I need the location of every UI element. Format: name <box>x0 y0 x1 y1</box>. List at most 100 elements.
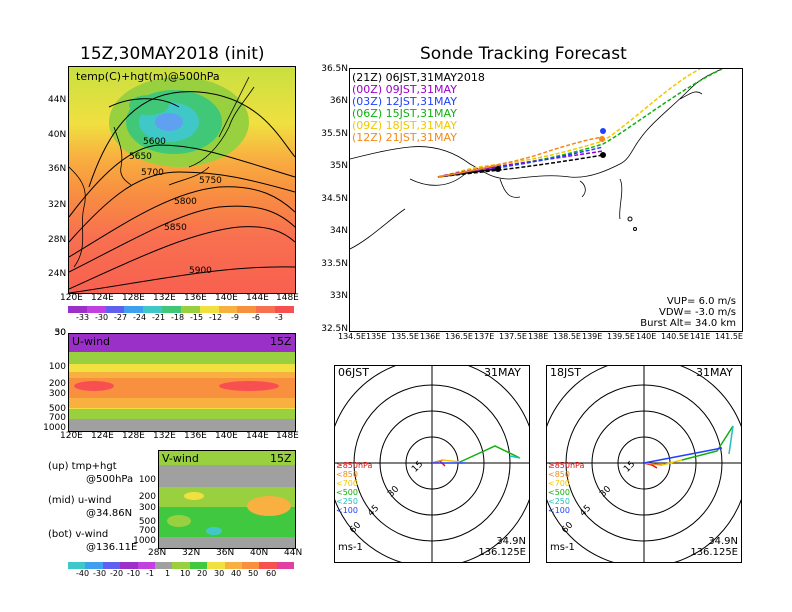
map-label: temp(C)+hgt(m)@500hPa <box>76 70 220 83</box>
lon-tick: 128E <box>122 293 145 303</box>
u-wind-label: U-wind <box>72 335 111 348</box>
lon-tick: 136E <box>184 431 207 441</box>
p-tick: 500 <box>138 517 156 527</box>
lat-tick: 44N <box>284 548 303 558</box>
legend-line: @136.11E <box>86 542 138 553</box>
scale-tick: -24 <box>133 313 147 322</box>
tracking-lon-axis: 134.5E 135E 135.5E 136E 136.5E 137E 137.… <box>338 332 750 344</box>
lat-tick: 36N <box>48 164 67 174</box>
lon-tick: 140E <box>215 431 238 441</box>
lon-tick: 136.5E <box>445 332 473 341</box>
scale-tick: 30 <box>214 569 225 578</box>
lon-tick: 148E <box>276 431 299 441</box>
p-tick: 200 <box>48 379 66 389</box>
temp-height-map-graphic: 5600 5650 5700 5750 5800 5850 5900 <box>69 67 295 293</box>
hodo-lon: 136.125E <box>478 547 526 558</box>
scale-tick: -10 <box>127 569 141 578</box>
lat-tick: 36.5N <box>321 64 348 74</box>
lon-tick: 128E <box>122 431 145 441</box>
lon-tick: 138E <box>528 332 549 341</box>
hodo-lat: 34.9N <box>708 536 738 547</box>
lat-tick: 33N <box>329 291 348 301</box>
temp-colorbar <box>68 306 294 313</box>
lon-tick: 137E <box>474 332 495 341</box>
p-tick: 100 <box>48 362 66 372</box>
launch-item: (06Z) 15JST,31MAY <box>352 107 457 120</box>
u-lon-axis: 120E 124E 128E 132E 136E 140E 144E 148E <box>60 431 300 443</box>
lat-tick: 33.5N <box>321 259 348 269</box>
hodo-date: 31MAY <box>696 366 733 379</box>
legend-line: (bot) v-wind <box>48 529 109 540</box>
hodo-levels: ≥850hPa <850 <700 <500 <250 <100 <box>336 461 372 515</box>
contour-label: 5750 <box>199 176 222 186</box>
lon-tick: 134.5E <box>338 332 366 341</box>
lon-tick: 139E <box>582 332 603 341</box>
hodo-time: 06JST <box>338 366 369 379</box>
lon-tick: 136E <box>420 332 441 341</box>
p-tick: 700 <box>48 413 66 423</box>
p-tick: 300 <box>48 389 66 399</box>
tracking-map-graphic <box>350 69 723 250</box>
lon-tick: 139.5E <box>607 332 635 341</box>
p-tick: 50 <box>54 328 66 338</box>
scale-tick: -3 <box>275 313 283 322</box>
temp-height-map: 5600 5650 5700 5750 5800 5850 5900 <box>68 66 296 294</box>
v-wind-panel <box>158 450 296 549</box>
scale-tick: -30 <box>95 313 109 322</box>
lon-tick: 141.5E <box>715 332 743 341</box>
vdw-value: VDW= -3.0 m/s <box>659 307 736 318</box>
sonde-params: VUP= 6.0 m/s VDW= -3.0 m/s Burst Alt= 34… <box>618 296 736 329</box>
level-label: ≥850hPa <box>548 461 585 470</box>
hodograph-18jst-graphic <box>547 366 741 562</box>
hodo-location: 34.9N 136.125E <box>478 536 526 558</box>
p-tick: 200 <box>138 492 156 502</box>
launch-item: (03Z) 12JST,31MAY <box>352 95 457 108</box>
p-tick: 1000 <box>133 536 156 546</box>
lat-tick: 35N <box>329 161 348 171</box>
lon-tick: 136E <box>184 293 207 303</box>
level-label: <250 <box>548 497 570 506</box>
lon-tick: 140E <box>215 293 238 303</box>
temp-scale-labels: -33 -30 -27 -24 -21 -18 -15 -12 -9 -6 -3 <box>76 313 302 323</box>
lat-tick: 24N <box>48 269 67 279</box>
scale-tick: -20 <box>110 569 124 578</box>
tracking-title: Sonde Tracking Forecast <box>420 44 627 64</box>
lat-tick: 36N <box>216 548 235 558</box>
scale-tick: -6 <box>252 313 260 322</box>
lat-tick: 40N <box>48 130 67 140</box>
level-label: <850 <box>336 470 358 479</box>
vup-value: VUP= 6.0 m/s <box>666 296 736 307</box>
hodo-lon: 136.125E <box>690 547 738 558</box>
lon-tick: 135E <box>366 332 387 341</box>
p-tick: 100 <box>138 475 156 485</box>
lon-tick: 138.5E <box>553 332 581 341</box>
lon-tick: 120E <box>60 293 83 303</box>
lon-tick: 148E <box>276 293 299 303</box>
launch-item: (12Z) 21JST,31MAY <box>352 131 457 144</box>
scale-tick: -21 <box>152 313 166 322</box>
v-wind-time: 15Z <box>270 452 292 465</box>
lat-tick: 28N <box>148 548 167 558</box>
u-wind-graphic <box>69 334 295 431</box>
lat-tick: 34.5N <box>321 194 348 204</box>
lon-tick: 140.5E <box>661 332 689 341</box>
level-label: <500 <box>336 488 358 497</box>
contour-label: 5800 <box>174 197 197 207</box>
lat-tick: 36N <box>329 96 348 106</box>
scale-tick: -9 <box>231 313 239 322</box>
launch-item: (00Z) 09JST,31MAY <box>352 83 457 96</box>
lon-tick: 135.5E <box>391 332 419 341</box>
v-pressure-axis: 100 200 300 500 700 1000 <box>130 475 156 547</box>
hodo-levels: ≥850hPa <850 <700 <500 <250 <100 <box>548 461 584 515</box>
p-tick: 1000 <box>43 423 66 433</box>
lon-tick: 144E <box>246 293 269 303</box>
lat-tick: 32N <box>48 200 67 210</box>
lat-tick: 40N <box>250 548 269 558</box>
p-tick: 500 <box>48 404 66 414</box>
scale-tick: 60 <box>266 569 277 578</box>
p-tick: 30 <box>54 328 66 338</box>
scale-tick: 10 <box>180 569 191 578</box>
contour-label: 5650 <box>129 152 152 162</box>
lon-tick: 137.5E <box>499 332 527 341</box>
scale-tick: -27 <box>114 313 128 322</box>
